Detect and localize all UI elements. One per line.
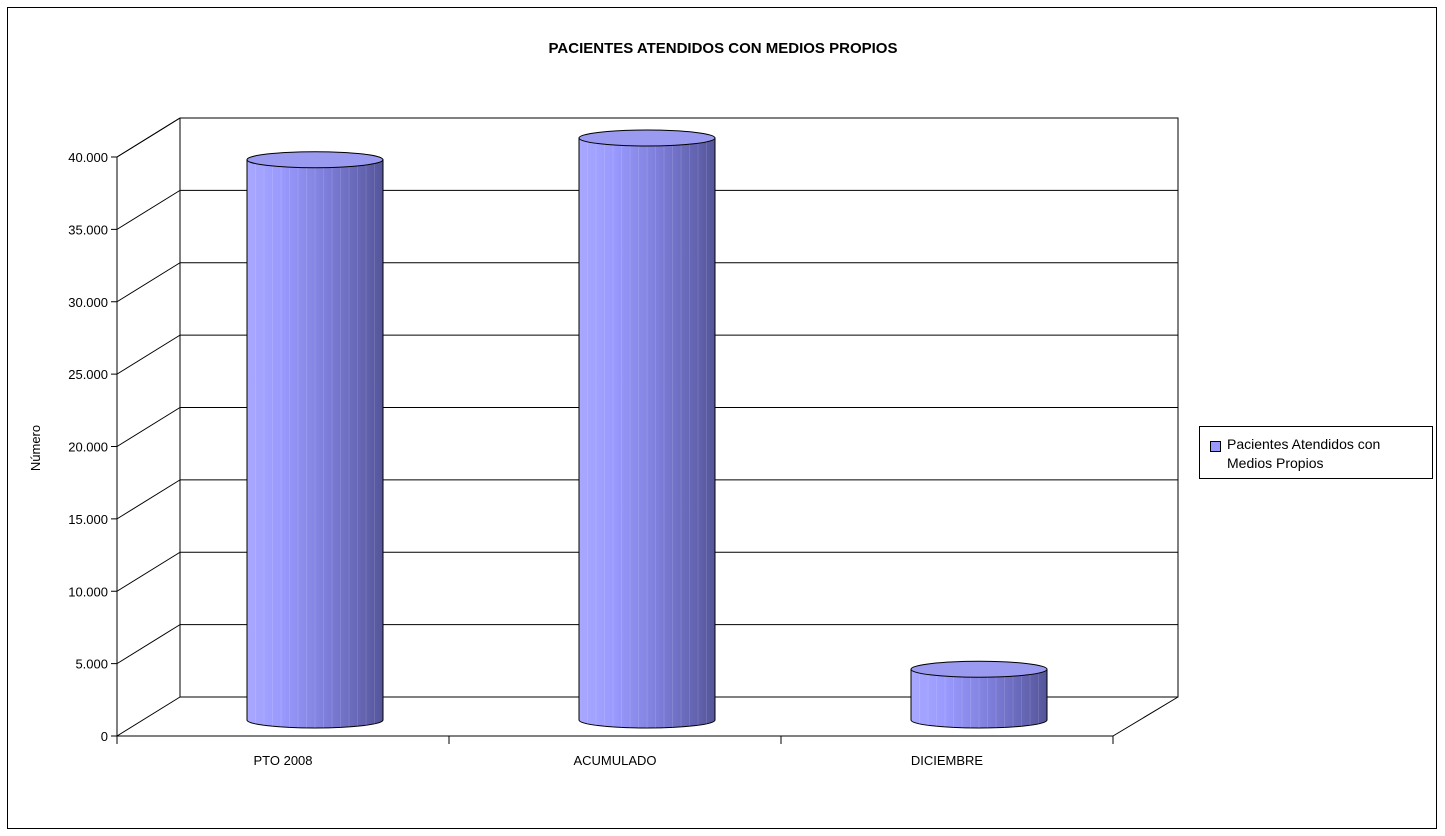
bar-top (246, 151, 384, 169)
grid-line-side (116, 189, 181, 230)
bar-body (246, 159, 384, 729)
bar-top (578, 129, 716, 147)
y-tick-label: 25.000 (68, 367, 108, 382)
bar-top (910, 660, 1048, 678)
bar-acumulado (578, 129, 716, 729)
legend: Pacientes Atendidos con Medios Propios (1199, 426, 1433, 479)
x-axis-labels: PTO 2008 ACUMULADO DICIEMBRE (116, 736, 1114, 768)
floor-left-edge (116, 696, 181, 737)
x-tick-label: ACUMULADO (573, 753, 656, 768)
grid-line-side (116, 334, 181, 375)
y-tick-label: 30.000 (68, 295, 108, 310)
grid-line-side (116, 117, 181, 158)
legend-swatch (1210, 441, 1221, 452)
y-tick-label: 15.000 (68, 512, 108, 527)
grid-line-side (116, 479, 181, 520)
bar-pto-2008 (246, 151, 384, 729)
floor-right-edge (1112, 696, 1179, 737)
y-axis-ticks: 0 5.000 10.000 15.000 20.000 25.000 30.000 35.0… (68, 150, 117, 744)
legend-label-series-1: Pacientes Atendidos con Medios Propios (1227, 436, 1381, 471)
y-axis-title: Número (28, 425, 43, 471)
grid-line-side (116, 262, 181, 303)
grid-line-side (116, 551, 181, 592)
bar-diciembre (910, 660, 1048, 729)
y-tick-label: 40.000 (68, 150, 108, 165)
x-tick-label: PTO 2008 (253, 753, 312, 768)
grid-line-side (116, 407, 181, 447)
x-tick-label: DICIEMBRE (911, 753, 984, 768)
bars (246, 129, 1048, 729)
y-tick-label: 5.000 (75, 657, 108, 672)
bar-body (578, 137, 716, 729)
chart-title: PACIENTES ATENDIDOS CON MEDIOS PROPIOS (549, 40, 898, 57)
y-tick-label: 10.000 (68, 584, 108, 599)
y-tick-label: 35.000 (68, 222, 108, 237)
y-tick-label: 0 (101, 729, 108, 744)
bar-body (910, 668, 1048, 729)
y-tick-label: 20.000 (68, 440, 108, 455)
grid-line-side (116, 624, 181, 665)
